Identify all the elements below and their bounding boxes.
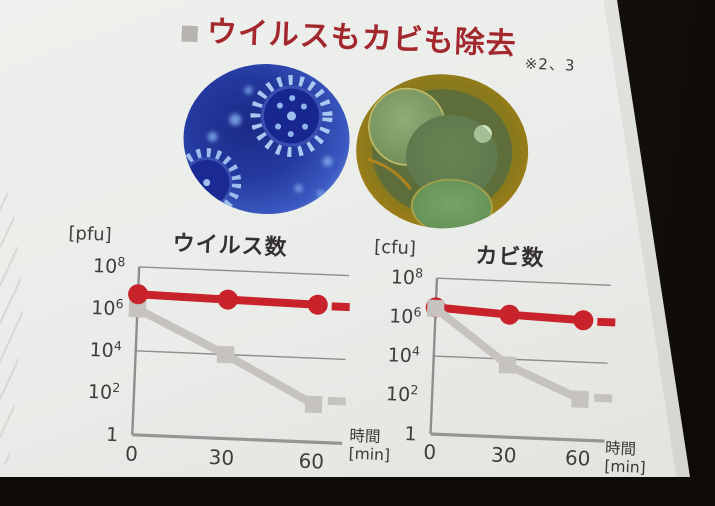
svg-text:104: 104 xyxy=(89,337,122,362)
virus-particle-large xyxy=(250,75,333,158)
svg-text:104: 104 xyxy=(387,342,420,367)
svg-text:[min]: [min] xyxy=(604,457,646,477)
svg-text:60: 60 xyxy=(564,446,590,471)
svg-text:108: 108 xyxy=(93,253,126,278)
title-bullet-square xyxy=(181,25,199,43)
svg-text:1: 1 xyxy=(404,423,417,445)
svg-text:時間: 時間 xyxy=(605,439,637,458)
series-gray-declining xyxy=(128,300,346,414)
chart-title: カビ数 xyxy=(475,243,545,272)
svg-text:[cfu]: [cfu] xyxy=(374,237,417,260)
svg-text:0: 0 xyxy=(423,440,437,465)
gridline-10e4 xyxy=(135,350,346,361)
svg-text:30: 30 xyxy=(208,445,234,470)
series-red-flat xyxy=(128,284,350,315)
svg-text:108: 108 xyxy=(390,264,423,289)
svg-text:1: 1 xyxy=(106,424,119,446)
svg-text:[min]: [min] xyxy=(348,445,390,465)
svg-text:30: 30 xyxy=(491,443,517,468)
slide-title: ウイルスもカビも除去 xyxy=(206,14,518,63)
x-axis xyxy=(430,432,605,443)
photo-frame: ウイルスもカビも除去 ※2、3 xyxy=(0,0,715,477)
svg-text:[pfu]: [pfu] xyxy=(68,223,112,246)
gridline-10e8 xyxy=(139,266,350,277)
svg-text:102: 102 xyxy=(87,379,120,404)
title-footnote: ※2、3 xyxy=(524,54,576,75)
x-axis xyxy=(132,433,343,445)
svg-text:0: 0 xyxy=(125,442,139,467)
svg-text:時間: 時間 xyxy=(349,427,381,446)
svg-text:106: 106 xyxy=(91,295,124,320)
svg-text:106: 106 xyxy=(389,303,422,328)
chart-title: ウイルス数 xyxy=(172,230,288,261)
mold-micrograph-image xyxy=(356,74,529,232)
svg-text:60: 60 xyxy=(298,449,324,474)
gridline-10e8 xyxy=(436,277,611,286)
svg-text:102: 102 xyxy=(386,381,419,406)
gridline-10e4 xyxy=(433,355,608,364)
glow-dots xyxy=(207,86,333,197)
virus-micrograph-image xyxy=(180,64,350,218)
series-gray-declining xyxy=(426,299,613,409)
